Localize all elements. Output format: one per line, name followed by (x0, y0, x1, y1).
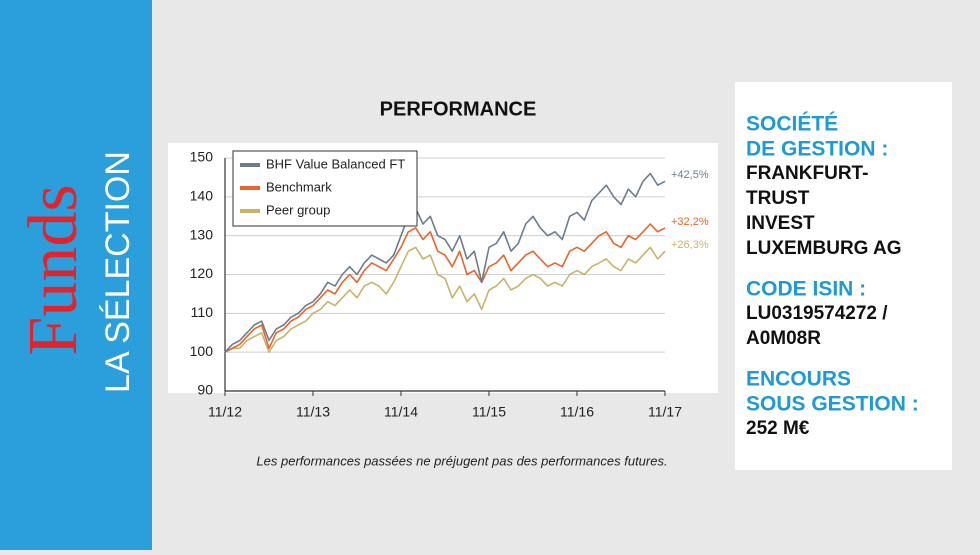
y-tick-label: 90 (197, 382, 213, 398)
info-label: SOCIÉTÉ (746, 113, 838, 136)
series-line (224, 223, 666, 353)
info-label: ENCOURS (746, 368, 851, 391)
info-value: TRUST (746, 188, 810, 209)
end-label: +32,2% (671, 216, 709, 228)
legend-label: Benchmark (266, 179, 332, 194)
info-value: INVEST (746, 213, 815, 234)
series-line (224, 246, 666, 353)
sidebar (0, 0, 152, 550)
y-tick-label: 150 (190, 149, 214, 165)
legend-box (232, 150, 418, 227)
info-value: LUXEMBURG AG (746, 238, 902, 259)
legend-label: Peer group (266, 202, 330, 217)
info-value: A0M08R (746, 328, 821, 349)
legend-label: BHF Value Balanced FT (266, 156, 405, 171)
x-tick-label: 11/17 (648, 404, 682, 420)
x-tick-label: 11/12 (208, 404, 242, 420)
chart-title: PERFORMANCE (380, 98, 537, 120)
end-label: +42,5% (671, 169, 709, 181)
x-tick-label: 11/15 (472, 404, 506, 420)
y-tick-label: 100 (190, 343, 214, 359)
info-value: LU0319574272 / (746, 303, 888, 324)
sidebar-subtitle: LA SÉLECTION (99, 151, 137, 393)
brand: Funds (15, 184, 92, 355)
y-tick-label: 110 (191, 304, 214, 320)
info-label: SOUS GESTION : (746, 393, 919, 416)
info-panel (735, 82, 952, 470)
y-tick-label: 130 (190, 226, 214, 242)
footnote: Les performances passées ne préjugent pa… (256, 453, 667, 468)
y-tick-label: 120 (190, 265, 214, 281)
info-label: CODE ISIN : (746, 278, 866, 301)
x-tick-label: 11/13 (296, 404, 330, 420)
y-tick-label: 140 (190, 188, 214, 204)
series-line (224, 172, 666, 353)
info-label: DE GESTION : (746, 138, 888, 161)
info-value: FRANKFURT- (746, 163, 868, 184)
info-value: 252 M€ (746, 418, 810, 439)
x-tick-label: 11/16 (560, 404, 594, 420)
plot: 90 100 110 120 130 140 150 11/12 11/13 11/14 11/15… (190, 149, 709, 420)
x-tick-label: 11/14 (384, 404, 418, 420)
end-label: +26,3% (671, 239, 709, 251)
